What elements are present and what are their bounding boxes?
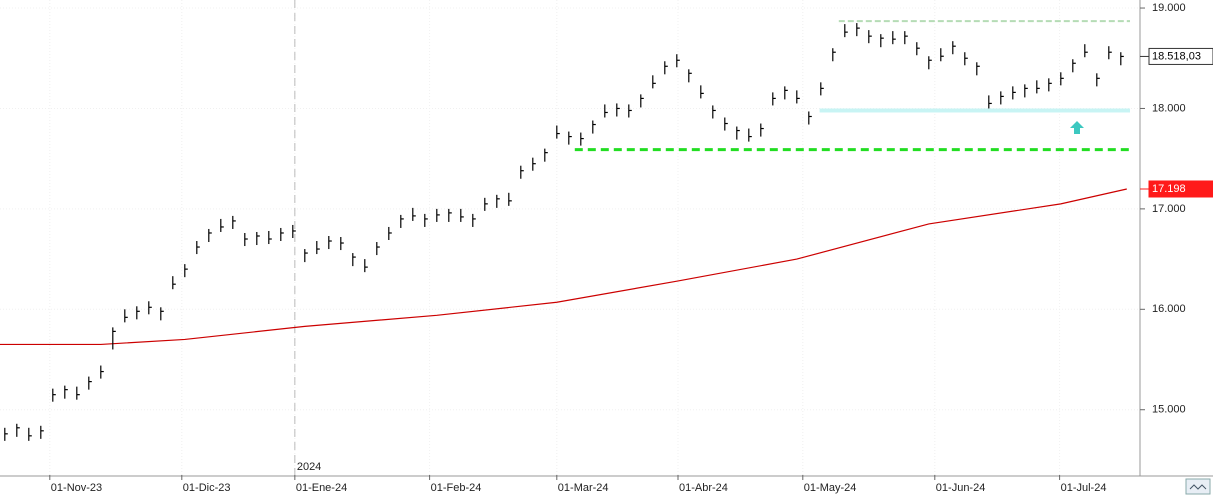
x-tick-label: 01-May-24 — [804, 482, 857, 494]
scroll-icon — [1189, 484, 1207, 490]
plot-area — [0, 0, 1140, 475]
x-tick-label: 01-Feb-24 — [431, 482, 482, 494]
x-tick-label: 01-Jun-24 — [936, 482, 986, 494]
x-tick-label: 01-Jul-24 — [1061, 482, 1107, 494]
y-tick-label: 17.000 — [1152, 203, 1186, 215]
arrow-icon — [1070, 121, 1084, 134]
scroll-button[interactable] — [1185, 478, 1211, 495]
x-tick-label: 01-Dic-23 — [183, 482, 231, 494]
x-tick-label: 01-Mar-24 — [558, 482, 609, 494]
y-tick-label: 15.000 — [1152, 404, 1186, 416]
x-tick-label: 01-Abr-24 — [679, 482, 728, 494]
year-label: 2024 — [297, 461, 321, 473]
y-tick-label: 16.000 — [1152, 303, 1186, 315]
y-tick-label: 19.000 — [1152, 2, 1186, 14]
y-tick-label: 18.000 — [1152, 102, 1186, 114]
moving-average-line — [0, 188, 1127, 346]
x-tick-label: 01-Nov-23 — [51, 482, 102, 494]
x-tick-label: 01-Ene-24 — [296, 482, 347, 494]
price-tag-label: 18.518,03 — [1152, 50, 1201, 62]
price-tag-label: 17.198 — [1152, 183, 1186, 195]
